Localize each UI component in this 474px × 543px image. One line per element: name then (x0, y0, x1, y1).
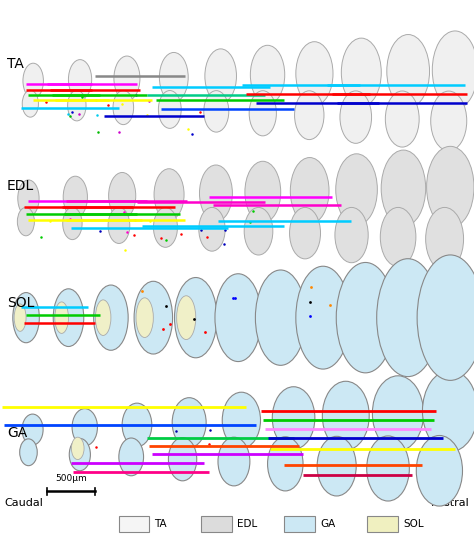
FancyBboxPatch shape (367, 516, 398, 532)
Ellipse shape (114, 56, 140, 101)
Ellipse shape (245, 161, 281, 223)
Ellipse shape (218, 437, 250, 486)
Text: SOL: SOL (7, 296, 35, 310)
Ellipse shape (63, 176, 87, 218)
Ellipse shape (426, 207, 464, 270)
Ellipse shape (341, 38, 381, 107)
Ellipse shape (134, 281, 173, 354)
Ellipse shape (22, 414, 43, 445)
Text: Caudal: Caudal (5, 498, 44, 508)
Ellipse shape (296, 42, 333, 105)
Ellipse shape (250, 45, 285, 104)
Ellipse shape (68, 90, 86, 121)
Ellipse shape (55, 302, 68, 333)
Ellipse shape (317, 437, 356, 496)
Ellipse shape (18, 207, 35, 236)
Ellipse shape (177, 296, 196, 339)
Ellipse shape (367, 436, 410, 501)
Ellipse shape (222, 392, 261, 449)
Ellipse shape (200, 165, 232, 222)
Ellipse shape (159, 53, 188, 102)
Ellipse shape (136, 298, 153, 338)
Ellipse shape (14, 304, 26, 331)
Ellipse shape (158, 91, 181, 128)
Ellipse shape (431, 91, 467, 151)
Ellipse shape (113, 91, 134, 125)
Ellipse shape (417, 255, 474, 380)
Ellipse shape (204, 91, 229, 132)
Ellipse shape (122, 403, 152, 447)
Ellipse shape (427, 146, 474, 228)
Ellipse shape (290, 207, 320, 259)
Ellipse shape (387, 35, 429, 108)
Ellipse shape (422, 370, 474, 452)
Ellipse shape (20, 439, 37, 466)
Ellipse shape (168, 438, 197, 481)
Ellipse shape (22, 90, 38, 117)
Ellipse shape (18, 180, 39, 217)
Text: EDL: EDL (237, 519, 257, 529)
Ellipse shape (267, 437, 303, 491)
Ellipse shape (119, 438, 144, 476)
Ellipse shape (336, 262, 395, 373)
Ellipse shape (68, 60, 91, 99)
Ellipse shape (385, 91, 419, 147)
Text: GA: GA (7, 426, 27, 440)
Text: TA: TA (7, 57, 24, 71)
Ellipse shape (336, 154, 377, 225)
Ellipse shape (335, 207, 368, 263)
Ellipse shape (199, 207, 225, 251)
FancyBboxPatch shape (118, 516, 149, 532)
Ellipse shape (416, 435, 463, 506)
Ellipse shape (340, 91, 372, 143)
Ellipse shape (13, 293, 39, 343)
Ellipse shape (377, 258, 439, 377)
Ellipse shape (95, 300, 111, 336)
Ellipse shape (154, 169, 184, 220)
Ellipse shape (244, 207, 273, 255)
Ellipse shape (69, 438, 91, 471)
FancyBboxPatch shape (201, 516, 232, 532)
Ellipse shape (174, 277, 217, 358)
Ellipse shape (381, 150, 426, 226)
Ellipse shape (290, 157, 329, 224)
Ellipse shape (109, 173, 136, 219)
Ellipse shape (53, 289, 84, 346)
FancyBboxPatch shape (284, 516, 315, 532)
Text: GA: GA (320, 519, 335, 529)
Ellipse shape (373, 376, 424, 451)
Ellipse shape (63, 207, 82, 239)
Text: TA: TA (154, 519, 167, 529)
Ellipse shape (272, 387, 315, 449)
Ellipse shape (108, 207, 130, 243)
Text: Rostral: Rostral (430, 498, 469, 508)
Ellipse shape (294, 91, 324, 140)
Ellipse shape (380, 207, 416, 267)
Ellipse shape (94, 285, 128, 350)
Ellipse shape (72, 437, 84, 459)
Ellipse shape (154, 207, 177, 247)
Ellipse shape (205, 49, 237, 103)
Ellipse shape (72, 409, 98, 446)
Ellipse shape (172, 397, 206, 447)
Ellipse shape (23, 63, 44, 98)
Ellipse shape (432, 31, 474, 109)
Ellipse shape (255, 270, 306, 365)
Ellipse shape (296, 266, 350, 369)
Ellipse shape (322, 381, 369, 450)
Text: EDL: EDL (7, 179, 34, 193)
Ellipse shape (249, 91, 276, 136)
Text: 500μm: 500μm (55, 474, 87, 483)
Text: SOL: SOL (403, 519, 424, 529)
Ellipse shape (215, 274, 262, 362)
